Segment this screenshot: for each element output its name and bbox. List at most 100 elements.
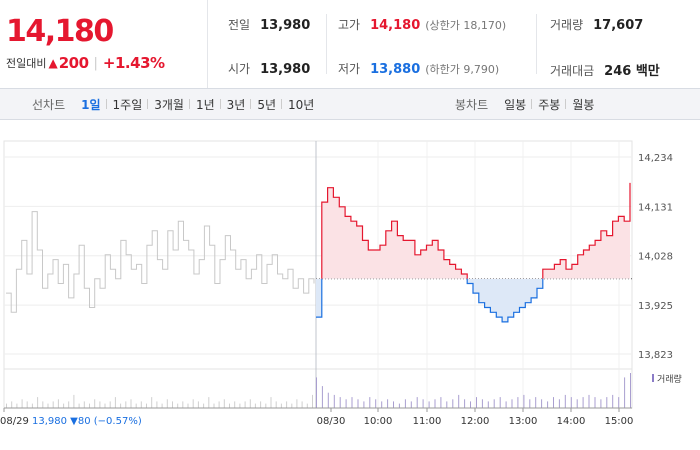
volume-bar — [316, 377, 317, 408]
volume-bar — [140, 401, 142, 408]
volume-bar — [254, 403, 256, 408]
volume-bar — [600, 399, 602, 409]
stat-label: 전일 — [228, 18, 251, 32]
volume-bar — [11, 401, 13, 408]
stat-label: 고가 — [338, 18, 361, 32]
stat-high: 고가 14,180 (상한가 18,170) — [338, 16, 506, 33]
volume-bar — [130, 399, 132, 409]
volume-bar — [434, 399, 436, 409]
volume-bar — [286, 401, 288, 408]
tab-monthly[interactable]: 월봉 — [565, 96, 600, 113]
volume-bar — [369, 397, 371, 408]
x-tick-label: 12:00 — [461, 416, 490, 427]
volume-bar — [187, 403, 189, 408]
x-tick-label: 11:00 — [413, 416, 442, 427]
volume-bar — [452, 399, 454, 409]
volume-bar — [363, 401, 365, 408]
volume-bar — [172, 401, 173, 408]
volume-bar — [57, 399, 59, 409]
volume-bar — [296, 399, 298, 409]
divider: | — [93, 55, 98, 71]
volume-bar — [192, 399, 194, 409]
volume-bar — [265, 403, 267, 408]
volume-bar — [275, 401, 277, 408]
caption-change: 80 — [78, 416, 94, 427]
volume-bar — [428, 401, 430, 408]
volume-bar — [146, 403, 147, 408]
volume-bar — [487, 401, 489, 408]
volume-bar — [114, 397, 116, 408]
volume-bar — [104, 403, 106, 408]
tab-weekly[interactable]: 주봉 — [531, 96, 566, 113]
plot-frame — [3, 140, 633, 409]
volume-bar — [208, 397, 210, 408]
tab-3m[interactable]: 3개월 — [147, 96, 190, 113]
volume-bar — [99, 401, 101, 408]
candle-chart-tabs: 봉차트 일봉 주봉 월봉 — [455, 89, 600, 119]
volume-bar — [280, 403, 282, 408]
volume-bar — [83, 401, 85, 408]
volume-bar — [52, 401, 54, 408]
volume-bar — [564, 394, 566, 408]
volume-bar — [517, 397, 519, 408]
volume-bar — [576, 399, 578, 409]
prev-day-line — [6, 211, 315, 313]
volume-bar — [166, 399, 168, 409]
volume-bar — [630, 373, 631, 408]
volume-bar — [381, 401, 383, 408]
volume-bar — [31, 403, 33, 408]
volume-bar — [357, 399, 359, 409]
volume-bar — [594, 397, 596, 408]
stat-label: 거래대금 — [550, 64, 595, 78]
volume-bar — [404, 399, 406, 409]
prev-day-caption: 08/29 13,980 ▼80 (−0.57%) — [0, 416, 142, 427]
volume-bar — [213, 403, 215, 408]
volume-bar — [511, 399, 513, 409]
tab-daily[interactable]: 일봉 — [504, 97, 527, 112]
tab-5y[interactable]: 5년 — [250, 96, 282, 113]
x-tick-label: 14:00 — [557, 416, 586, 427]
volume-bar — [177, 403, 179, 408]
price-summary: 14,180 전일대비 ▲ 200 | +1.43% — [0, 0, 208, 88]
volume-bar — [239, 403, 241, 408]
volume-bar — [306, 403, 308, 408]
tab-10y[interactable]: 10년 — [281, 96, 320, 113]
volume-bar — [197, 401, 199, 408]
tab-1y[interactable]: 1년 — [188, 96, 221, 113]
volume-bar — [464, 399, 466, 409]
volume-bar — [42, 401, 44, 408]
volume-bar — [570, 397, 572, 408]
caption-pct: (−0.57%) — [94, 416, 142, 427]
tab-3y[interactable]: 3년 — [219, 96, 252, 113]
stat-prev-close: 전일 13,980 — [228, 16, 310, 33]
volume-bar — [260, 401, 262, 408]
y-tick-label: 14,131 — [638, 202, 673, 213]
volume-bar — [218, 401, 220, 408]
volume-bar — [89, 403, 90, 408]
quote-header: 14,180 전일대비 ▲ 200 | +1.43% 전일 13,980 시가 … — [0, 0, 700, 89]
volume-legend-swatch — [652, 374, 654, 382]
volume-bar — [493, 399, 495, 409]
volume-bar — [535, 397, 537, 408]
change-amount: 200 — [58, 54, 89, 72]
y-tick-label: 13,823 — [638, 350, 673, 361]
volume-bar — [582, 397, 584, 408]
volume-bar — [529, 399, 531, 409]
volume-bar — [125, 401, 127, 408]
divider — [536, 14, 537, 74]
volume-bar — [229, 403, 230, 408]
stat-label: 시가 — [228, 62, 251, 76]
volume-bar — [505, 401, 507, 408]
volume-bar — [339, 397, 341, 408]
volume-bar — [78, 403, 80, 408]
tab-1w[interactable]: 1주일 — [105, 96, 149, 113]
tab-1d[interactable]: 1일 — [81, 97, 101, 112]
volume-bar — [446, 401, 448, 408]
volume-bar — [151, 397, 153, 408]
stat-sub: (상한가 18,170) — [425, 19, 507, 32]
volume-bar — [26, 401, 28, 408]
stat-value: 13,980 — [260, 62, 311, 77]
volume-bar — [73, 394, 75, 408]
volume-bar — [416, 397, 418, 408]
volume-bar — [68, 401, 70, 408]
